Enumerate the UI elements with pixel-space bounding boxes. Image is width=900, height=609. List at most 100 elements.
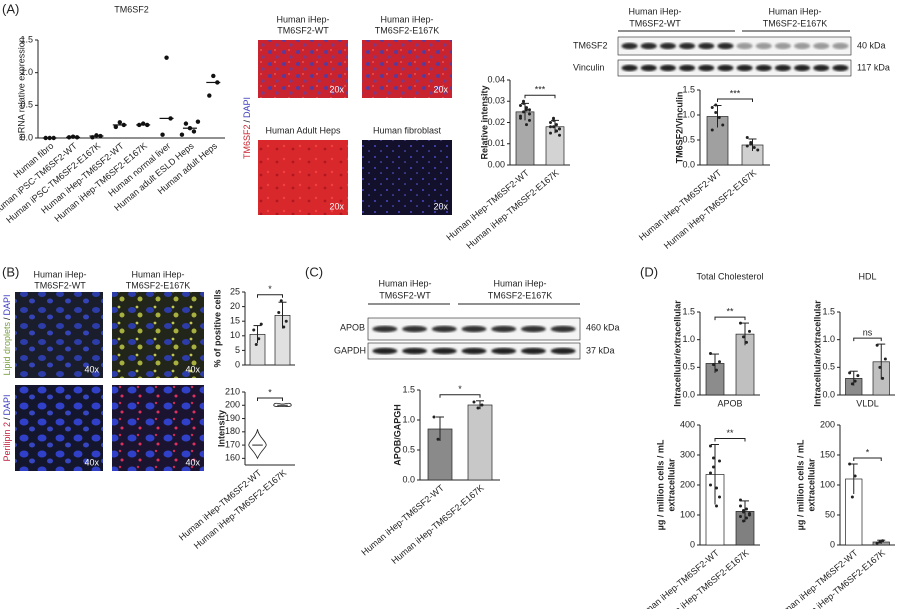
panel-letters: (A) (B) (C) (D): [2, 1, 658, 279]
micrograph: [258, 40, 348, 98]
data-point: [878, 540, 882, 544]
data-point: [436, 437, 440, 441]
channel-label: Perilipin 2 / DAPI: [2, 394, 12, 461]
y-tick-label: 0.0: [682, 389, 695, 399]
channel: TM6SF2: [242, 125, 252, 160]
micrograph: [258, 140, 348, 215]
data-point: [70, 134, 76, 139]
y-tick-label: 0.0: [20, 132, 33, 142]
y-tick-label: 210: [225, 386, 240, 396]
y-axis-label: extracellular: [806, 458, 816, 512]
micrograph: [112, 385, 204, 471]
band: [431, 325, 457, 333]
band: [402, 325, 428, 333]
data-point: [742, 519, 745, 523]
y-axis-label: Intensity: [216, 410, 226, 447]
image-title: Human Adult Heps: [265, 125, 341, 135]
data-point: [739, 498, 742, 502]
data-point: [558, 133, 561, 137]
y-tick-label: 100: [680, 509, 695, 519]
data-point: [549, 131, 552, 135]
y-axis-label: Intracellular/extracellular: [672, 300, 682, 407]
data-point: [714, 111, 718, 114]
image-title: Human iHep-: [380, 14, 433, 24]
data-point: [549, 121, 552, 124]
significance-bracket: [524, 94, 556, 99]
blot-header: TM6SF2-WT: [629, 18, 681, 28]
channel-label: Lipid droplets / DAPI: [2, 294, 12, 375]
data-point: [745, 144, 749, 148]
band: [461, 347, 487, 355]
data-point: [881, 376, 885, 380]
y-tick-label: 0.5: [20, 100, 33, 110]
violin: [248, 429, 267, 460]
data-point: [519, 116, 522, 120]
magnification: 20x: [433, 201, 448, 211]
y-tick-label: 1.5: [20, 34, 33, 44]
significance-bracket: [714, 316, 746, 321]
significance-label: *: [866, 447, 870, 457]
data-point: [718, 459, 721, 463]
y-tick-label: 0.0: [402, 474, 415, 484]
micrograph: [362, 40, 452, 98]
band: [659, 42, 676, 50]
data-point: [883, 357, 887, 361]
blot-header: TM6SF2-WT: [379, 290, 431, 300]
band: [794, 42, 811, 50]
data-point: [528, 112, 531, 116]
data-point: [715, 504, 718, 508]
y-axis-label: TM6SF2/Vinculin: [674, 92, 684, 164]
significance-bracket: [257, 397, 283, 401]
channel-label: TM6SF2 / DAPI: [242, 97, 252, 159]
blot-size: 460 kDa: [586, 322, 620, 332]
band: [491, 347, 517, 355]
data-point: [712, 363, 715, 367]
x-tick-label: Human iPSC-TM6SF2-E167K: [4, 141, 102, 226]
image-title: Human iHep-: [131, 269, 184, 279]
y-tick-label: 50: [825, 509, 835, 519]
y-tick-label: 160: [225, 453, 240, 463]
data-point: [739, 504, 742, 508]
y-tick-label: 400: [680, 419, 695, 429]
y-tick-label: 0.5: [402, 444, 415, 454]
magnification: 20x: [433, 84, 448, 94]
data-point: [207, 93, 212, 98]
data-point: [848, 462, 852, 466]
magnification: 20x: [329, 84, 344, 94]
y-tick-label: 180: [225, 426, 240, 436]
y-tick-label: 0: [690, 539, 695, 549]
y-tick-label: 20: [230, 301, 240, 311]
y-tick-label: 1.0: [682, 334, 695, 344]
data-point: [748, 329, 751, 333]
data-point: [718, 495, 721, 499]
y-tick-label: 1.0: [402, 414, 415, 424]
band: [550, 347, 576, 355]
magnification: 40x: [84, 457, 99, 467]
significance-label: **: [726, 428, 734, 438]
data-point: [709, 471, 712, 475]
band: [431, 347, 457, 355]
data-point: [875, 541, 879, 545]
band: [813, 42, 830, 50]
significance-bracket: [717, 98, 753, 102]
separator: /: [2, 317, 12, 320]
significance-label: ***: [535, 85, 546, 95]
data-point: [709, 483, 712, 487]
image-title: TM6SF2-E167K: [126, 280, 191, 290]
data-point: [749, 142, 753, 146]
y-tick-label: 150: [820, 449, 835, 459]
y-tick-label: 0.0: [822, 389, 835, 399]
significance-bracket: [853, 337, 882, 342]
y-tick-label: 0.5: [682, 362, 695, 372]
band: [621, 42, 638, 50]
blot-size: 37 kDa: [586, 345, 615, 355]
data-point: [848, 371, 852, 375]
data-point: [259, 322, 263, 326]
y-tick-label: 190: [225, 413, 240, 423]
magnification: 40x: [185, 457, 200, 467]
data-point: [752, 146, 756, 149]
data-point: [284, 319, 288, 323]
band: [659, 64, 676, 72]
band: [491, 325, 517, 333]
